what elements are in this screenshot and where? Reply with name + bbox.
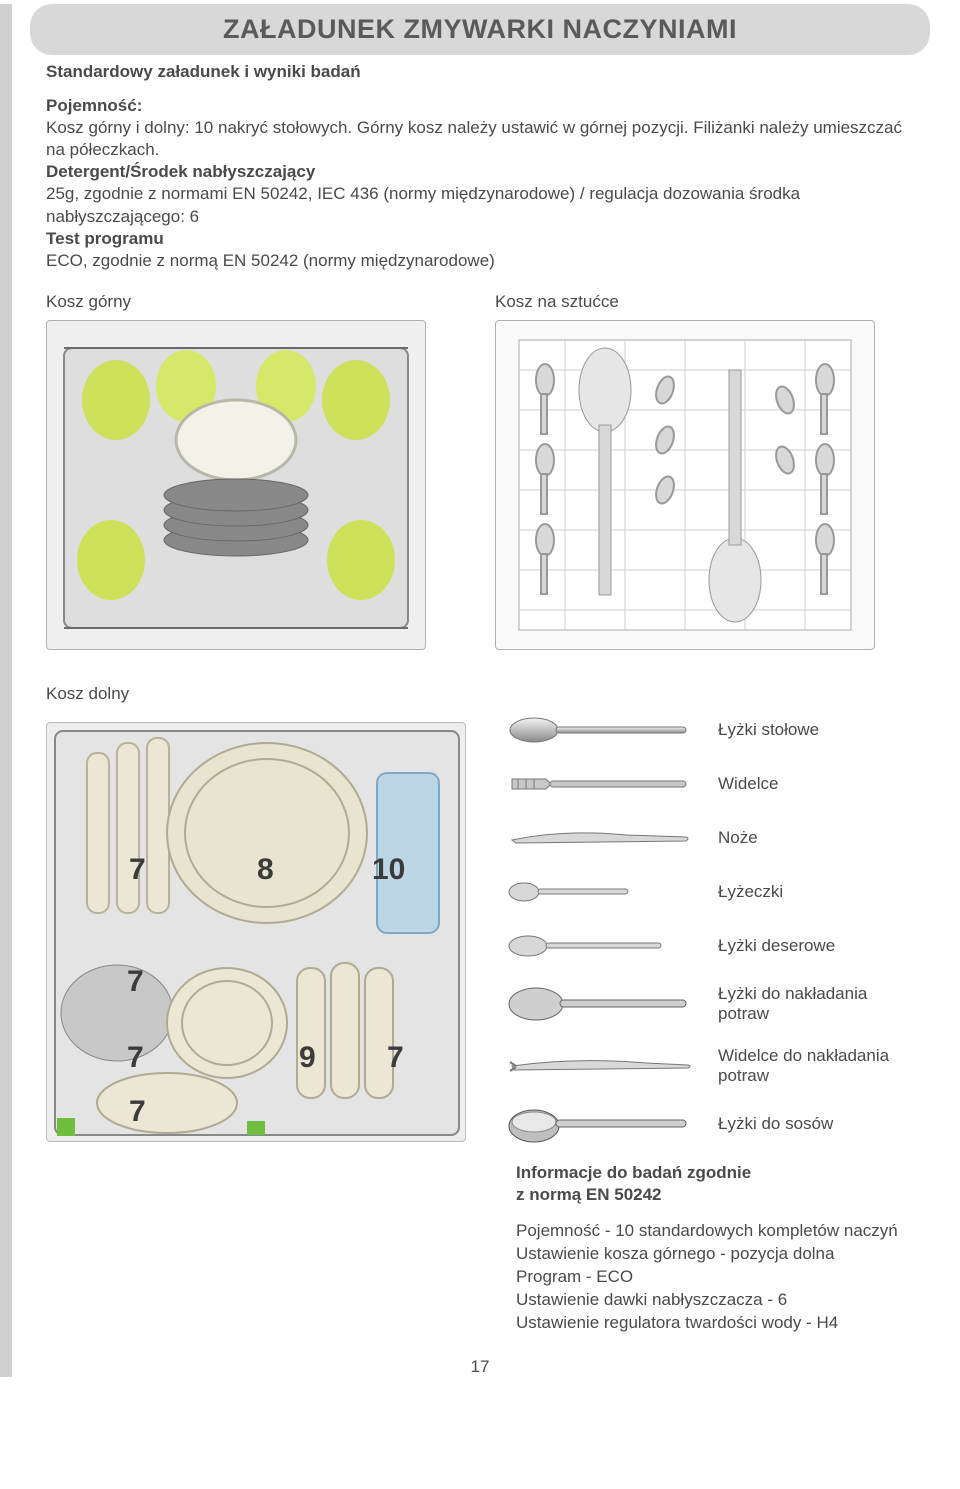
- info-line-2: Ustawienie kosza górnego - pozycja dolna: [516, 1243, 914, 1266]
- info-line-5: Ustawienie regulatora twardości wody - H…: [516, 1312, 914, 1335]
- upper-row: Kosz górny: [46, 292, 914, 650]
- upper-basket-svg: [56, 330, 416, 640]
- test-label: Test programu: [46, 228, 914, 250]
- fork-icon: [506, 768, 696, 800]
- utensil-label: Noże: [718, 828, 758, 848]
- num-8: 7: [129, 1095, 146, 1129]
- subheading: Standardowy załadunek i wyniki badań: [46, 61, 914, 83]
- utensil-row-spoon: Łyżki stołowe: [506, 714, 914, 746]
- upper-basket-image: [46, 320, 426, 650]
- detergent-label: Detergent/Środek nabłyszczający: [46, 161, 914, 183]
- ladle-icon: [506, 1108, 696, 1140]
- utensil-list: Łyżki stołowe: [506, 714, 914, 1140]
- utensil-label: Łyżki do sosów: [718, 1114, 833, 1134]
- cutlery-basket-svg: [505, 330, 865, 640]
- test-text: ECO, zgodnie z normą EN 50242 (normy mię…: [46, 250, 914, 272]
- utensil-label: Widelce: [718, 774, 778, 794]
- info-line-4: Ustawienie dawki nabłyszczacza - 6: [516, 1289, 914, 1312]
- info-line-3: Program - ECO: [516, 1266, 914, 1289]
- page-title: ZAŁADUNEK ZMYWARKI NACZYNIAMI: [54, 14, 906, 45]
- lower-row: Kosz dolny: [46, 684, 914, 1335]
- utensil-legend-col: Łyżki stołowe: [506, 684, 914, 1335]
- num-2: 8: [257, 853, 274, 887]
- utensil-row-ladle: Łyżki do sosów: [506, 1108, 914, 1140]
- upper-basket-col: Kosz górny: [46, 292, 465, 650]
- num-6: 9: [299, 1041, 316, 1075]
- utensil-row-dessert-spoon: Łyżki deserowe: [506, 930, 914, 962]
- utensil-row-teaspoon: Łyżeczki: [506, 876, 914, 908]
- utensil-label: Łyżki deserowe: [718, 936, 835, 956]
- lower-left-col: Kosz dolny: [46, 684, 476, 1142]
- utensil-label: Widelce do nakładania potraw: [718, 1046, 914, 1086]
- num-7: 7: [387, 1041, 404, 1075]
- num-1: 7: [129, 853, 146, 887]
- dessert-spoon-icon: [506, 930, 696, 962]
- utensil-label: Łyżeczki: [718, 882, 783, 902]
- lower-basket-label: Kosz dolny: [46, 684, 476, 704]
- lower-basket-image: 7 8 10 7 7 9 7 7: [46, 722, 466, 1142]
- info-block: Informacje do badań zgodnie z normą EN 5…: [516, 1162, 914, 1335]
- utensil-row-knife: Noże: [506, 822, 914, 854]
- serving-spoon-icon: [506, 988, 696, 1020]
- page-number: 17: [0, 1357, 960, 1377]
- num-5: 7: [127, 1041, 144, 1075]
- utensil-row-serving-fork: Widelce do nakładania potraw: [506, 1046, 914, 1086]
- utensil-label: Łyżki stołowe: [718, 720, 819, 740]
- num-3: 10: [372, 853, 405, 887]
- cutlery-basket-col: Kosz na sztućce: [495, 292, 914, 650]
- spoon-icon: [506, 714, 696, 746]
- capacity-label: Pojemność:: [46, 95, 914, 117]
- cutlery-basket-image: [495, 320, 875, 650]
- side-tab: [0, 4, 12, 1377]
- intro-block: Standardowy załadunek i wyniki badań Poj…: [46, 61, 914, 272]
- content-area: Standardowy załadunek i wyniki badań Poj…: [0, 55, 960, 1335]
- utensil-row-fork: Widelce: [506, 768, 914, 800]
- capacity-text: Kosz górny i dolny: 10 nakryć stołowych.…: [46, 117, 914, 161]
- knife-icon: [506, 822, 696, 854]
- detergent-text: 25g, zgodnie z normami EN 50242, IEC 436…: [46, 183, 914, 227]
- cutlery-basket-label: Kosz na sztućce: [495, 292, 914, 312]
- info-title: Informacje do badań zgodnie z normą EN 5…: [516, 1162, 914, 1206]
- header-band: ZAŁADUNEK ZMYWARKI NACZYNIAMI: [30, 4, 930, 55]
- num-4: 7: [127, 965, 144, 999]
- upper-basket-label: Kosz górny: [46, 292, 465, 312]
- info-title-line1: Informacje do badań zgodnie: [516, 1163, 751, 1182]
- teaspoon-icon: [506, 876, 696, 908]
- info-title-line2: z normą EN 50242: [516, 1185, 662, 1204]
- utensil-label: Łyżki do nakładania potraw: [718, 984, 914, 1024]
- info-line-1: Pojemność - 10 standardowych kompletów n…: [516, 1220, 914, 1243]
- utensil-row-serving-spoon: Łyżki do nakładania potraw: [506, 984, 914, 1024]
- serving-fork-icon: [506, 1050, 696, 1082]
- lower-basket-svg: [47, 723, 467, 1143]
